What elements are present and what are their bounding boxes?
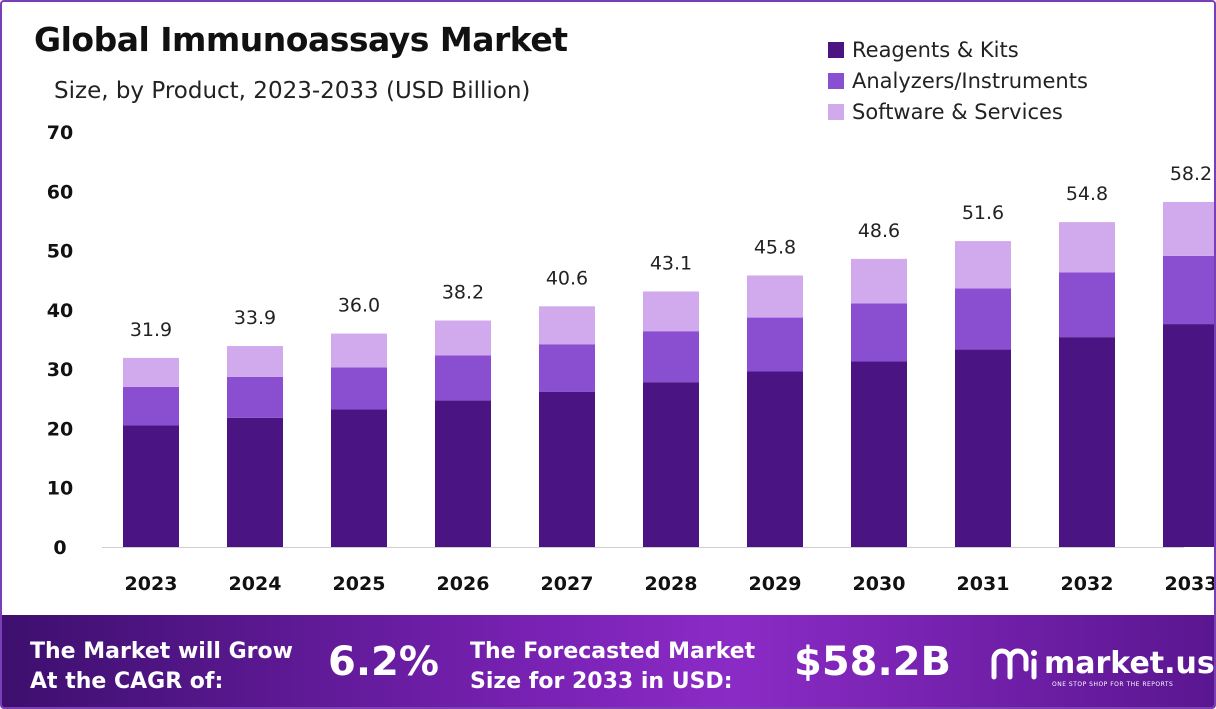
- bar-total-label: 38.2: [442, 282, 484, 304]
- bar-segment-software-services-2024: [227, 346, 283, 377]
- brand-name: market.us: [1044, 645, 1215, 681]
- y-tick-label: 60: [47, 181, 73, 203]
- x-tick-label: 2033: [1165, 573, 1216, 595]
- cagr-value: 6.2%: [328, 639, 439, 685]
- cagr-label-line1: The Market will Grow: [30, 639, 293, 664]
- legend-label-analyzers: Analyzers/Instruments: [852, 68, 1088, 93]
- bar-segment-software-services-2033: [1163, 201, 1214, 256]
- bar-total-label: 58.2: [1170, 163, 1212, 185]
- y-tick-label: 70: [47, 122, 73, 144]
- bar-segment-software-services-2023: [123, 357, 179, 387]
- footer-banner: The Market will Grow At the CAGR of: 6.2…: [2, 615, 1215, 707]
- bar-chart: 01020304050607031.9202333.9202436.020253…: [47, 122, 1216, 595]
- x-tick-label: 2024: [229, 573, 282, 595]
- forecast-label-line1: The Forecasted Market: [470, 639, 756, 664]
- bar-segment-reagents-kits-2029: [747, 371, 803, 547]
- bar-segment-analyzers-instruments-2023: [123, 386, 179, 426]
- bar-total-label: 31.9: [130, 319, 172, 341]
- chart-subtitle: Size, by Product, 2023-2033 (USD Billion…: [54, 78, 531, 104]
- bar-segment-analyzers-instruments-2026: [435, 355, 491, 401]
- legend-swatch-analyzers: [828, 72, 844, 89]
- y-tick-label: 10: [47, 478, 73, 500]
- bar-total-label: 40.6: [546, 267, 588, 289]
- legend-label-reagents: Reagents & Kits: [852, 37, 1019, 62]
- bar-segment-software-services-2031: [955, 241, 1011, 289]
- bar-total-label: 45.8: [754, 236, 796, 258]
- chart-title: Global Immunoassays Market: [34, 20, 568, 59]
- bar-segment-software-services-2029: [747, 275, 803, 318]
- x-tick-label: 2029: [749, 573, 802, 595]
- legend-label-software: Software & Services: [852, 99, 1063, 124]
- forecast-label: The Forecasted Market Size for 2033 in U…: [470, 637, 755, 697]
- x-tick-label: 2032: [1061, 573, 1114, 595]
- bar-segment-reagents-kits-2027: [539, 391, 595, 547]
- bar-segment-reagents-kits-2026: [435, 400, 491, 547]
- y-tick-label: 30: [47, 359, 73, 381]
- bar-segment-analyzers-instruments-2029: [747, 317, 803, 372]
- x-tick-label: 2028: [645, 573, 698, 595]
- x-tick-label: 2030: [853, 573, 906, 595]
- bar-segment-reagents-kits-2023: [123, 425, 179, 547]
- forecast-value: $58.2B: [794, 639, 952, 685]
- bar-segment-analyzers-instruments-2033: [1163, 255, 1214, 325]
- bar-segment-software-services-2032: [1059, 222, 1115, 273]
- bar-segment-reagents-kits-2031: [955, 349, 1011, 547]
- bar-segment-software-services-2025: [331, 333, 387, 368]
- x-tick-label: 2026: [437, 573, 490, 595]
- y-tick-label: 20: [47, 418, 73, 440]
- bar-segment-analyzers-instruments-2032: [1059, 272, 1115, 338]
- bar-segment-software-services-2030: [851, 258, 907, 304]
- bar-segment-software-services-2027: [539, 306, 595, 345]
- bar-total-label: 36.0: [338, 295, 380, 317]
- bar-total-label: 48.6: [858, 220, 900, 242]
- y-tick-label: 40: [47, 300, 73, 322]
- cagr-label-line2: At the CAGR of:: [30, 669, 224, 694]
- bar-segment-reagents-kits-2024: [227, 417, 283, 547]
- bar-segment-analyzers-instruments-2030: [851, 303, 907, 362]
- y-tick-label: 0: [53, 537, 66, 559]
- bar-total-label: 33.9: [234, 307, 276, 329]
- bar-segment-reagents-kits-2025: [331, 409, 387, 547]
- forecast-label-line2: Size for 2033 in USD:: [470, 669, 733, 694]
- bar-total-label: 51.6: [962, 202, 1004, 224]
- brand-tagline: ONE STOP SHOP FOR THE REPORTS: [1052, 681, 1174, 688]
- x-tick-label: 2027: [541, 573, 594, 595]
- legend-item-analyzers: Analyzers/Instruments: [828, 65, 1088, 96]
- x-tick-label: 2023: [125, 573, 178, 595]
- bar-segment-software-services-2026: [435, 320, 491, 356]
- cagr-label: The Market will Grow At the CAGR of:: [30, 637, 293, 697]
- bar-segment-analyzers-instruments-2027: [539, 344, 595, 392]
- x-tick-label: 2025: [333, 573, 386, 595]
- legend-swatch-software: [828, 103, 844, 120]
- bar-segment-analyzers-instruments-2025: [331, 367, 387, 410]
- market-us-logo-icon: [991, 648, 1037, 680]
- x-tick-label: 2031: [957, 573, 1010, 595]
- legend: Reagents & Kits Analyzers/Instruments So…: [828, 34, 1088, 127]
- bar-segment-analyzers-instruments-2024: [227, 376, 283, 418]
- bar-total-label: 54.8: [1066, 183, 1108, 205]
- legend-swatch-reagents: [828, 41, 844, 58]
- legend-item-reagents: Reagents & Kits: [828, 34, 1088, 65]
- bar-total-label: 43.1: [650, 252, 692, 274]
- bar-segment-reagents-kits-2033: [1163, 324, 1214, 547]
- bar-segment-reagents-kits-2032: [1059, 337, 1115, 547]
- y-tick-label: 50: [47, 241, 73, 263]
- brand-logo: market.us ONE STOP SHOP FOR THE REPORTS: [988, 643, 1215, 688]
- legend-item-software: Software & Services: [828, 96, 1088, 127]
- bar-segment-software-services-2028: [643, 291, 699, 332]
- bar-segment-reagents-kits-2030: [851, 361, 907, 547]
- bar-segment-analyzers-instruments-2028: [643, 331, 699, 383]
- bar-segment-analyzers-instruments-2031: [955, 288, 1011, 350]
- bar-segment-reagents-kits-2028: [643, 382, 699, 547]
